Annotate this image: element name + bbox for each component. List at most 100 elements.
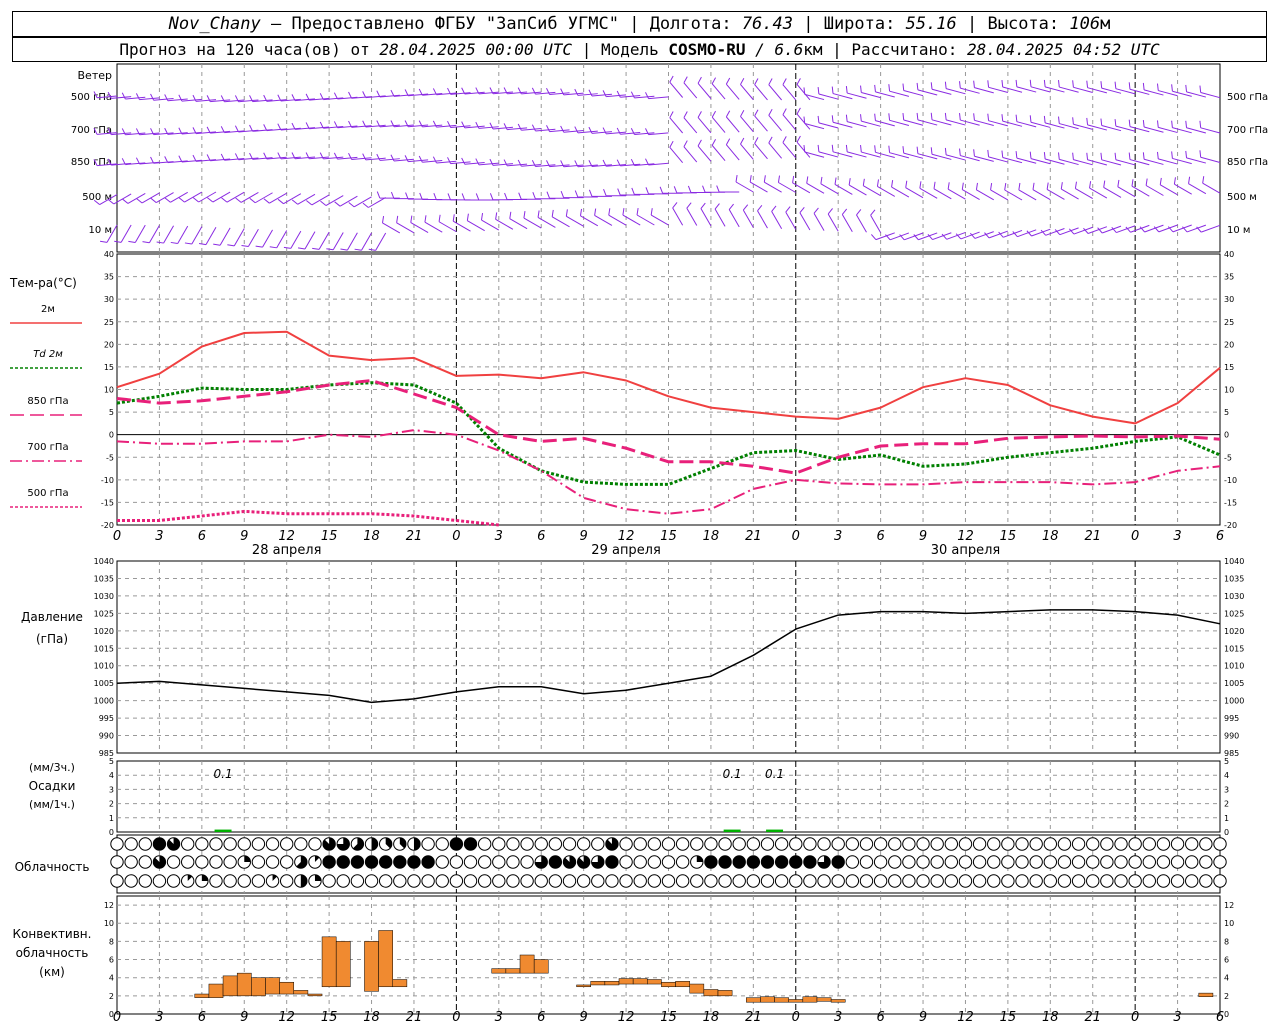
model-label: | Модель xyxy=(572,40,669,59)
conv-cloud-bar xyxy=(816,997,832,1002)
wind-barb xyxy=(861,151,881,158)
cloud-cover-symbol xyxy=(138,874,152,888)
wind-barb-flag xyxy=(114,240,122,243)
wind-barb-flag xyxy=(207,197,214,203)
conv-cloud-bar xyxy=(774,997,789,1003)
precip-ytick-left: 3 xyxy=(109,785,114,794)
wind-barb-flag xyxy=(888,113,891,121)
cloud-cover-symbol xyxy=(463,855,478,869)
wind-barb-flag xyxy=(1072,80,1074,88)
wind-barb xyxy=(1004,189,1023,201)
wind-barb-flag xyxy=(121,158,126,165)
cloud-cover-symbol xyxy=(1156,874,1171,888)
conv-ytick-left: 6 xyxy=(109,956,114,965)
wind-barb-flag xyxy=(1029,151,1032,159)
cloud-cover-fill xyxy=(153,837,166,851)
wind-barb-flag xyxy=(107,158,112,166)
wind-barb xyxy=(163,225,174,244)
wind-barb xyxy=(492,91,513,95)
cloud-cover-symbol xyxy=(562,837,577,851)
wind-barb xyxy=(1115,125,1136,132)
wind-barb-flag xyxy=(1185,120,1188,128)
wind-barb xyxy=(818,93,839,100)
wind-barb-flag xyxy=(782,78,787,85)
wind-barb xyxy=(507,91,528,95)
temp-xtick-label: 0 xyxy=(792,529,800,544)
wind-barb xyxy=(97,163,118,167)
wind-barb-flag xyxy=(876,179,879,187)
wind-barb-flag xyxy=(768,136,773,144)
conv-cloud-bar xyxy=(335,941,351,988)
wind-barb-flag xyxy=(432,88,437,95)
wind-barb xyxy=(177,225,189,244)
wind-barb-flag xyxy=(683,140,688,147)
pres-ytick-right: 1015 xyxy=(1224,644,1244,653)
precip-ytick-left: 2 xyxy=(109,800,114,809)
wind-barb xyxy=(796,84,811,101)
wind-barb-flag xyxy=(1018,182,1021,190)
wind-barb xyxy=(960,231,980,240)
wind-barb-flag xyxy=(1156,151,1159,159)
wind-barb-flag xyxy=(645,92,650,99)
wind-barb xyxy=(254,192,273,204)
cloud-cover-fill xyxy=(761,855,774,869)
wind-barb xyxy=(1129,159,1150,166)
cloud-cover-symbol xyxy=(1100,837,1114,851)
temp-ytick-right: 10 xyxy=(1224,386,1234,395)
conv-xtick-label: 15 xyxy=(660,1010,677,1024)
cloud-cover-fill xyxy=(385,837,392,849)
wind-barb xyxy=(683,146,698,163)
wind-barb-flag xyxy=(697,111,702,118)
wind-barb xyxy=(382,222,401,234)
temp-ytick-left: 35 xyxy=(104,273,114,282)
conv-cloud-bar xyxy=(746,997,761,1003)
wind-barb xyxy=(521,91,542,95)
wind-barb-flag xyxy=(574,88,579,96)
pres-ytick-left: 995 xyxy=(99,714,114,723)
wind-barb xyxy=(960,87,980,94)
wind-barb xyxy=(768,84,783,101)
wind-barb xyxy=(134,224,146,243)
wind-barb-flag xyxy=(1074,181,1077,189)
wind-barb-flag xyxy=(319,152,324,160)
wind-barb-flag xyxy=(1029,79,1032,87)
conv-cloud-bar xyxy=(576,984,591,988)
cloud-cover-symbol xyxy=(1185,855,1199,869)
wind-barb-flag xyxy=(184,242,192,245)
wind-barb xyxy=(931,119,952,126)
wind-barb-flag xyxy=(382,215,385,224)
wind-barb xyxy=(191,226,203,245)
wind-barb xyxy=(778,182,797,193)
wind-barb-flag xyxy=(1156,83,1159,91)
wind-barb xyxy=(1143,89,1164,96)
wind-barb-flag xyxy=(546,125,551,132)
conv-cloud-bar xyxy=(533,959,549,974)
wind-barb xyxy=(782,114,797,131)
cloud-cover-symbol xyxy=(661,837,676,851)
wind-barb xyxy=(106,224,118,243)
wind-barb xyxy=(436,92,457,96)
conv-xtick-label: 18 xyxy=(1042,1010,1059,1024)
wind-barb xyxy=(210,99,231,103)
wind-barb xyxy=(1160,184,1178,196)
conv-cloud-bar xyxy=(632,978,648,985)
wind-barb xyxy=(714,208,726,227)
wind-barb xyxy=(594,215,613,226)
wind-barb-flag xyxy=(831,144,834,152)
wind-barb-flag xyxy=(333,152,338,160)
wind-barb xyxy=(353,196,372,208)
wind-barb-flag xyxy=(1142,152,1145,160)
cloud-cover-symbol xyxy=(888,855,902,869)
station-name: Nov_Chany xyxy=(168,14,261,34)
wind-barb xyxy=(269,192,287,204)
wind-barb-flag xyxy=(291,199,298,205)
wind-barb xyxy=(856,214,867,233)
cloud-cover-fill xyxy=(371,837,378,851)
wind-barb-flag xyxy=(135,157,140,165)
conv-ytick-right: 8 xyxy=(1224,937,1229,946)
temp-ytick-left: 10 xyxy=(104,386,114,395)
wind-barb xyxy=(946,154,966,161)
wind-barb-flag xyxy=(927,233,933,240)
wind-barb xyxy=(393,124,415,128)
temp-xtick-label: 18 xyxy=(363,529,380,544)
